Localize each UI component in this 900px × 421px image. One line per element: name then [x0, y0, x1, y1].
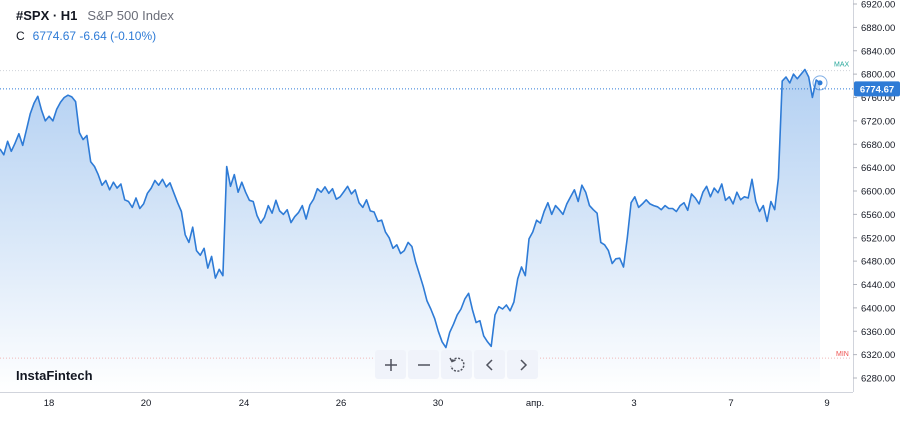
- y-tick-label: 6400.00: [861, 303, 895, 314]
- max-label: MAX: [834, 62, 850, 69]
- x-tick-label: апр.: [526, 398, 544, 409]
- y-tick-label: 6720.00: [861, 116, 895, 127]
- current-price-tag-bg: [854, 81, 900, 97]
- y-tick-label: 6360.00: [861, 327, 895, 338]
- chart-toolbar: [375, 350, 538, 379]
- y-tick-label: 6280.00: [861, 374, 895, 385]
- y-tick-label: 6680.00: [861, 140, 895, 151]
- zoom-in-button[interactable]: [375, 350, 406, 379]
- series-line: [0, 68, 821, 349]
- zoom-out-button[interactable]: [408, 350, 439, 379]
- x-tick-label: 9: [824, 398, 829, 409]
- scroll-left-button[interactable]: [474, 350, 505, 379]
- y-tick-label: 6600.00: [861, 187, 895, 198]
- y-tick-label: 6440.00: [861, 280, 895, 291]
- y-tick-label: 6760.00: [861, 93, 895, 104]
- scroll-right-button[interactable]: [507, 350, 538, 379]
- y-tick-label: 6320.00: [861, 350, 895, 361]
- chart-header: #SPX · H1 S&P 500 Index: [16, 8, 174, 23]
- chevron-left-icon: [485, 358, 493, 371]
- y-tick-label: 6480.00: [861, 257, 895, 268]
- change-value: -6.64 (-0.10%): [79, 29, 157, 43]
- current-price-tag-label: 6774.67: [860, 84, 894, 95]
- price-legend: C 6774.67 -6.64 (-0.10%): [16, 29, 156, 43]
- x-tick-label: 7: [728, 398, 733, 409]
- reset-chart-button[interactable]: [441, 350, 472, 379]
- x-tick-label: 30: [433, 398, 444, 409]
- y-tick-label: 6520.00: [861, 233, 895, 244]
- y-tick-label: 6800.00: [861, 70, 895, 81]
- plus-icon: [384, 358, 397, 371]
- minus-icon: [417, 363, 430, 366]
- y-tick-label: 6880.00: [861, 23, 895, 34]
- x-tick-label: 18: [44, 398, 55, 409]
- instrument-description: S&P 500 Index: [87, 8, 174, 23]
- chevron-right-icon: [519, 358, 527, 371]
- series-area: [0, 69, 820, 392]
- x-tick-label: 24: [239, 398, 250, 409]
- y-tick-label: 6840.00: [861, 46, 895, 57]
- y-tick-label: 6640.00: [861, 163, 895, 174]
- x-tick-label: 26: [336, 398, 347, 409]
- close-value: 6774.67: [32, 29, 77, 43]
- close-label: C: [16, 29, 25, 43]
- symbol-label: #SPX · H1: [16, 8, 78, 23]
- min-label: MIN: [836, 351, 849, 358]
- x-tick-label: 3: [631, 398, 636, 409]
- current-price-dot: [817, 80, 823, 86]
- y-tick-label: 6560.00: [861, 210, 895, 221]
- y-tick-label: 6920.00: [861, 0, 895, 11]
- brand-logo: InstaFintech: [16, 368, 93, 383]
- current-price-tag: 6774.67: [854, 81, 900, 97]
- rotate-ccw-icon: [448, 356, 465, 372]
- current-price-ring: [812, 75, 828, 91]
- x-tick-label: 20: [141, 398, 152, 409]
